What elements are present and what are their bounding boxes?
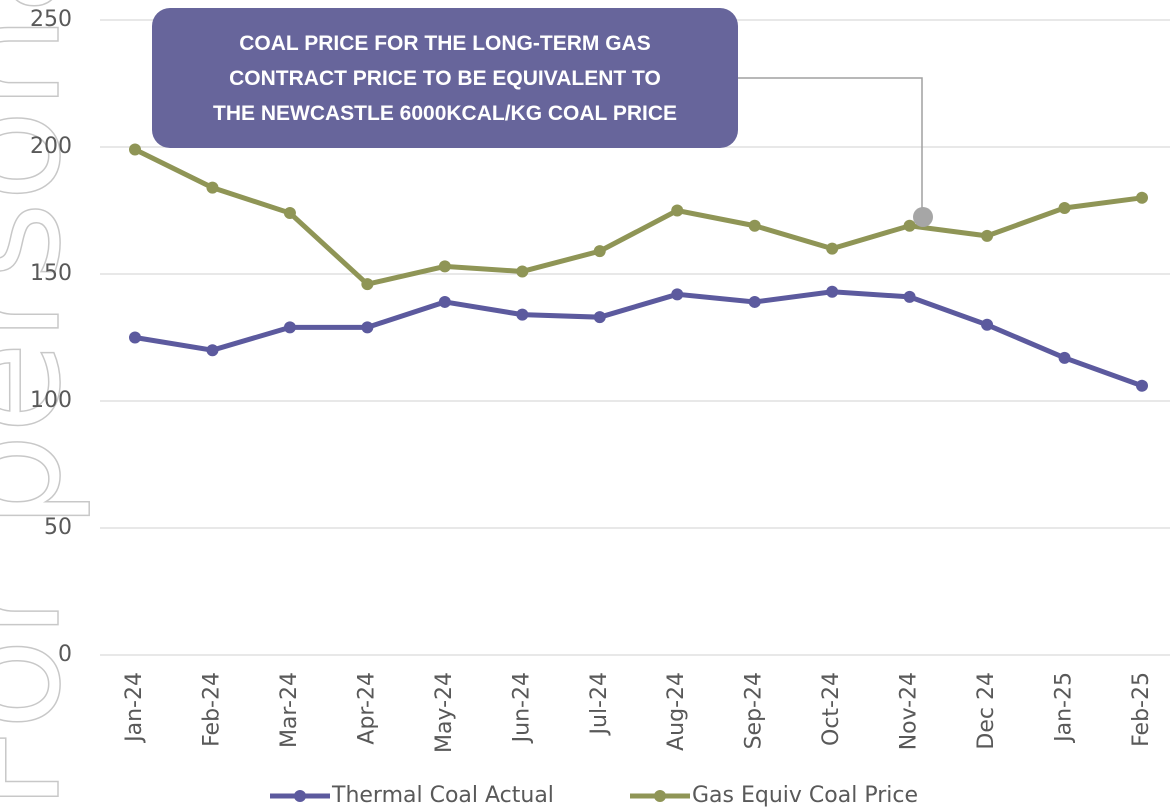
data-point (516, 308, 529, 321)
x-tick-label: Aug-24 (664, 672, 689, 751)
data-point (826, 242, 839, 255)
callout-line (738, 77, 923, 217)
series-line (134, 289, 1143, 389)
data-point (981, 318, 994, 331)
x-tick-label: Sep-24 (742, 672, 767, 749)
x-tick-label: May-24 (432, 672, 457, 753)
data-point (438, 260, 451, 273)
data-point (748, 219, 761, 232)
legend-item: Thermal Coal Actual (270, 783, 554, 808)
data-point (1058, 201, 1071, 214)
y-tick-label: 200 (30, 134, 72, 159)
x-tick-label: Feb-25 (1129, 672, 1154, 747)
annotation: COAL PRICE FOR THE LONG-TERM GAS CONTRACT… (213, 32, 677, 125)
x-tick-label: Feb-24 (199, 672, 224, 747)
data-point (283, 207, 296, 220)
data-point (516, 265, 529, 278)
data-point (438, 295, 451, 308)
series-line (133, 147, 1143, 287)
data-point (206, 344, 219, 357)
x-tick-label: Apr-24 (354, 672, 379, 745)
data-point (671, 288, 684, 301)
data-point (1136, 191, 1148, 204)
legend-marker (654, 790, 666, 802)
data-point (981, 229, 994, 242)
data-point (593, 245, 606, 258)
plot-area: 0 50 100 150 200 250 Jan-24 Feb-24 Mar-24 Apr-24 M… (30, 7, 1170, 753)
x-tick-label: Jan-25 (1052, 672, 1077, 744)
data-point (903, 290, 916, 303)
y-tick-label: 150 (30, 261, 72, 286)
data-point (129, 331, 141, 344)
legend-label: Thermal Coal Actual (331, 783, 554, 808)
data-point (671, 204, 684, 217)
data-point (903, 219, 916, 232)
callout-point (913, 207, 933, 227)
legend-label: Gas Equiv Coal Price (692, 783, 918, 808)
y-tick-label: 250 (30, 7, 72, 32)
x-tick-label: Jan-24 (122, 672, 147, 744)
x-tick-label: Dec 24 (974, 672, 999, 750)
data-point (361, 278, 374, 291)
legend-item: Gas Equiv Coal Price (630, 783, 918, 808)
x-tick-label: Jun-24 (509, 672, 534, 744)
data-point (748, 295, 761, 308)
watermark: For personal use only (0, 0, 94, 811)
y-tick-label: 50 (44, 515, 72, 540)
data-point (283, 321, 296, 334)
annotation-box (152, 8, 738, 148)
x-tick-label: Mar-24 (277, 672, 302, 748)
y-tick-label: 0 (58, 642, 72, 667)
data-point (1058, 351, 1071, 364)
x-tick-label: Nov-24 (897, 672, 922, 750)
data-point (593, 311, 606, 324)
x-tick-label: Oct-24 (819, 672, 844, 746)
y-tick-label: 100 (30, 388, 72, 413)
x-tick-label: Jul-24 (587, 672, 612, 736)
data-point (129, 143, 141, 156)
legend-marker (294, 790, 306, 802)
data-point (826, 285, 839, 298)
data-point (1136, 379, 1148, 392)
data-point (361, 321, 374, 334)
data-point (206, 181, 219, 194)
